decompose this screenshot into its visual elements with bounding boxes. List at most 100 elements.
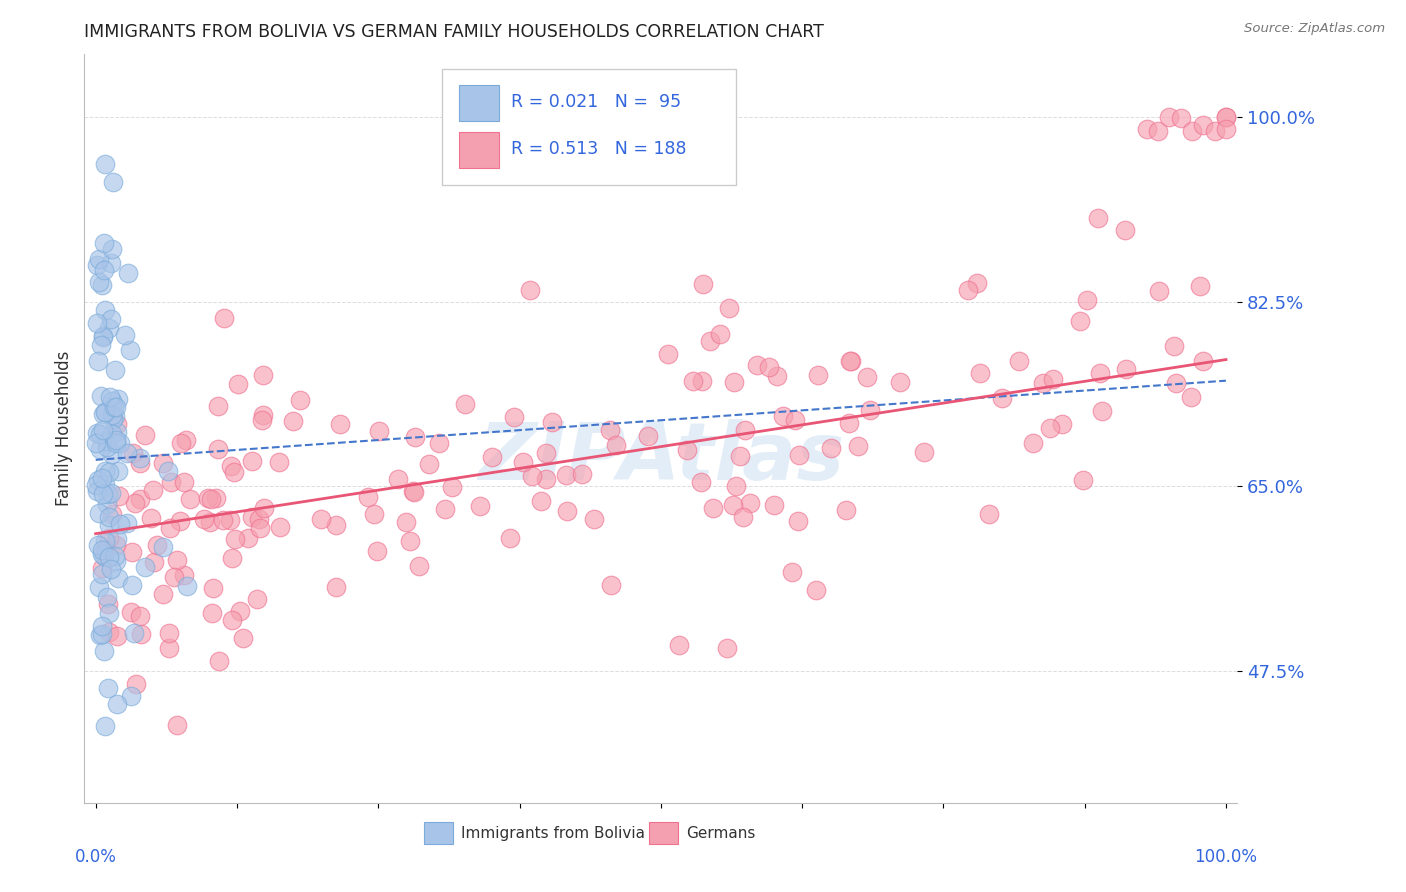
Point bbox=[1114, 223, 1136, 237]
Point bbox=[91, 566, 114, 581]
Point bbox=[363, 507, 385, 521]
Point bbox=[731, 510, 754, 524]
Point bbox=[434, 501, 457, 516]
Point bbox=[219, 513, 242, 527]
Point bbox=[104, 553, 127, 567]
Point bbox=[170, 435, 193, 450]
Point bbox=[1170, 112, 1192, 126]
Point bbox=[86, 425, 108, 440]
Point bbox=[250, 413, 273, 427]
Point bbox=[86, 483, 108, 498]
Point bbox=[173, 568, 195, 582]
Point bbox=[84, 478, 107, 492]
Point bbox=[96, 497, 118, 511]
Point bbox=[152, 456, 174, 470]
Point bbox=[1180, 390, 1202, 404]
Point bbox=[1149, 284, 1171, 298]
Point bbox=[637, 428, 659, 442]
Point bbox=[134, 560, 156, 574]
Point bbox=[1090, 404, 1112, 418]
Text: Source: ZipAtlas.com: Source: ZipAtlas.com bbox=[1244, 22, 1385, 36]
Point bbox=[105, 629, 128, 643]
Point bbox=[747, 358, 769, 372]
Bar bbox=[425, 822, 453, 844]
Point bbox=[176, 433, 198, 447]
Point bbox=[129, 492, 152, 507]
Point bbox=[100, 312, 122, 326]
Point bbox=[107, 698, 129, 712]
Point bbox=[87, 507, 110, 521]
Point bbox=[117, 266, 139, 280]
Point bbox=[105, 538, 128, 552]
Point bbox=[787, 448, 810, 462]
Point bbox=[94, 405, 117, 419]
Point bbox=[740, 496, 762, 510]
Point bbox=[252, 368, 274, 382]
Point bbox=[91, 407, 114, 421]
Point bbox=[207, 442, 229, 456]
Point bbox=[1050, 417, 1073, 431]
Point bbox=[1069, 314, 1091, 328]
Point bbox=[89, 442, 111, 456]
Point bbox=[98, 550, 121, 565]
Point bbox=[734, 423, 756, 437]
Point bbox=[387, 472, 409, 486]
Point bbox=[555, 504, 578, 518]
Point bbox=[120, 605, 142, 619]
Point bbox=[763, 498, 786, 512]
Point bbox=[160, 475, 183, 490]
Point bbox=[804, 583, 827, 598]
Point bbox=[91, 328, 114, 343]
Point bbox=[129, 608, 152, 623]
Point bbox=[404, 485, 426, 500]
Point bbox=[94, 542, 117, 557]
Point bbox=[94, 534, 117, 549]
Point bbox=[98, 390, 121, 404]
Point bbox=[101, 507, 124, 521]
Point bbox=[90, 338, 112, 352]
Point bbox=[104, 409, 127, 423]
Point bbox=[198, 515, 221, 529]
Point bbox=[224, 533, 246, 547]
Point bbox=[163, 570, 186, 584]
Point bbox=[534, 472, 557, 486]
Point bbox=[758, 359, 780, 374]
Point bbox=[105, 425, 128, 439]
Point bbox=[101, 242, 124, 256]
Point bbox=[101, 176, 124, 190]
Point bbox=[90, 389, 112, 403]
Point bbox=[657, 346, 679, 360]
Point bbox=[440, 480, 463, 494]
Point bbox=[783, 413, 806, 427]
Point bbox=[93, 262, 115, 277]
Point bbox=[125, 676, 148, 690]
Point bbox=[98, 531, 121, 545]
Text: IMMIGRANTS FROM BOLIVIA VS GERMAN FAMILY HOUSEHOLDS CORRELATION CHART: IMMIGRANTS FROM BOLIVIA VS GERMAN FAMILY… bbox=[84, 23, 824, 41]
Text: ZIPAtlas: ZIPAtlas bbox=[478, 419, 844, 497]
Point bbox=[325, 581, 347, 595]
Point bbox=[101, 427, 124, 442]
Point bbox=[782, 566, 804, 580]
Point bbox=[107, 465, 129, 479]
Point bbox=[246, 591, 269, 606]
Point bbox=[969, 366, 991, 380]
Point bbox=[772, 409, 794, 423]
Point bbox=[104, 549, 127, 563]
Point bbox=[267, 455, 290, 469]
Point bbox=[536, 445, 558, 459]
Point bbox=[702, 501, 724, 516]
Point bbox=[502, 409, 524, 424]
Point bbox=[1090, 366, 1112, 380]
Point bbox=[404, 430, 426, 444]
Point bbox=[912, 445, 935, 459]
Point bbox=[105, 532, 128, 546]
Point bbox=[956, 283, 979, 297]
Point bbox=[134, 428, 156, 442]
Y-axis label: Family Households: Family Households bbox=[55, 351, 73, 506]
Point bbox=[554, 467, 576, 482]
Point bbox=[1042, 372, 1064, 386]
Point bbox=[253, 500, 276, 515]
Point bbox=[156, 464, 179, 478]
Point bbox=[98, 625, 121, 640]
Point bbox=[269, 520, 291, 534]
